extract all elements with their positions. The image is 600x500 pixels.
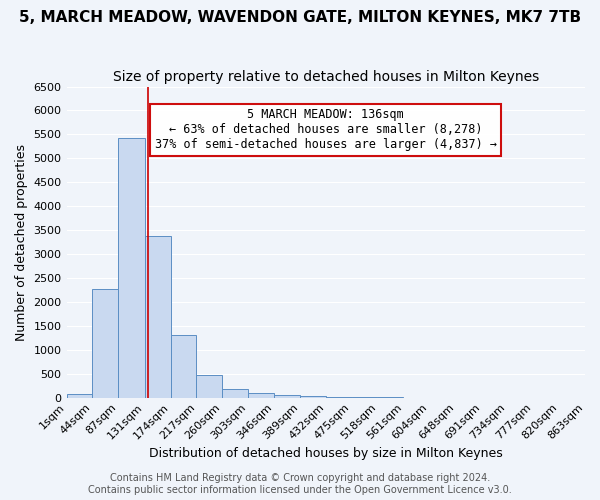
Bar bbox=[170, 335, 196, 398]
Bar bbox=[145, 236, 170, 398]
Bar bbox=[196, 374, 223, 398]
Bar bbox=[248, 394, 274, 398]
Y-axis label: Number of detached properties: Number of detached properties bbox=[15, 144, 28, 340]
X-axis label: Distribution of detached houses by size in Milton Keynes: Distribution of detached houses by size … bbox=[149, 447, 503, 460]
Text: 5, MARCH MEADOW, WAVENDON GATE, MILTON KEYNES, MK7 7TB: 5, MARCH MEADOW, WAVENDON GATE, MILTON K… bbox=[19, 10, 581, 25]
Bar bbox=[223, 389, 248, 398]
Title: Size of property relative to detached houses in Milton Keynes: Size of property relative to detached ho… bbox=[113, 70, 539, 84]
Bar bbox=[274, 395, 300, 398]
Bar bbox=[118, 138, 145, 398]
Bar bbox=[326, 397, 352, 398]
Text: Contains HM Land Registry data © Crown copyright and database right 2024.
Contai: Contains HM Land Registry data © Crown c… bbox=[88, 474, 512, 495]
Bar bbox=[92, 289, 118, 398]
Bar bbox=[300, 396, 326, 398]
Text: 5 MARCH MEADOW: 136sqm
← 63% of detached houses are smaller (8,278)
37% of semi-: 5 MARCH MEADOW: 136sqm ← 63% of detached… bbox=[155, 108, 497, 152]
Bar bbox=[67, 394, 92, 398]
